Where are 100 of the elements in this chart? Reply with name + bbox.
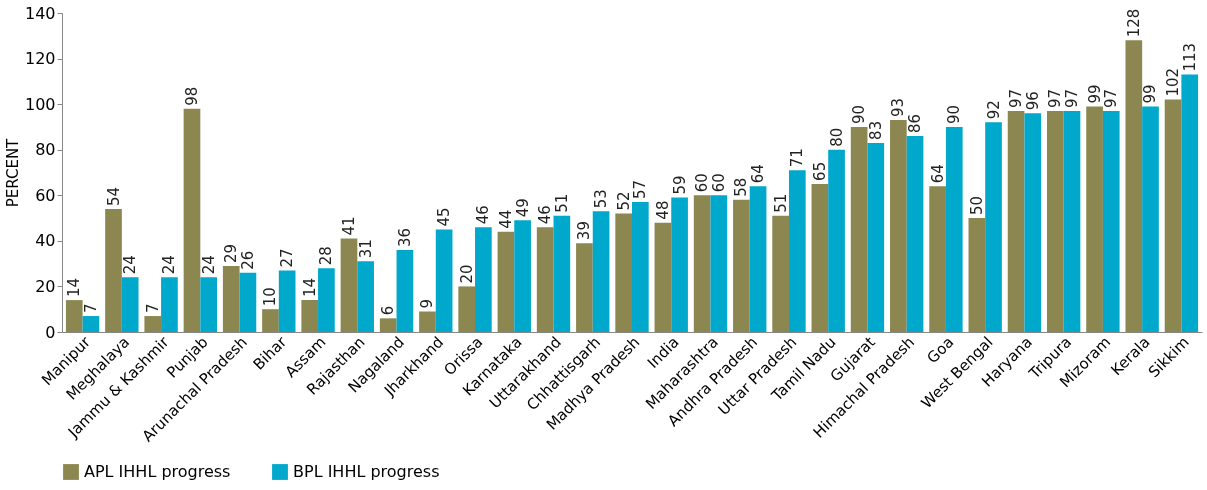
- bar: [671, 197, 688, 332]
- bar: [144, 316, 162, 332]
- bar: [749, 186, 767, 332]
- data-label: 41: [339, 216, 358, 236]
- bar: [65, 300, 83, 332]
- data-label: 48: [653, 200, 672, 220]
- data-label: 14: [65, 278, 84, 298]
- y-tick-label: 40: [35, 231, 56, 251]
- bar: [788, 170, 806, 332]
- bar: [1181, 74, 1199, 332]
- data-label: 93: [889, 98, 908, 118]
- data-label: 64: [749, 164, 768, 184]
- data-label: 60: [709, 173, 728, 193]
- data-label: 7: [143, 303, 162, 314]
- y-tick-label: 80: [35, 140, 56, 160]
- data-label: 99: [1085, 84, 1104, 104]
- bar: [890, 120, 907, 332]
- data-label: 29: [222, 243, 241, 263]
- bar: [82, 316, 100, 332]
- data-label: 65: [810, 161, 829, 181]
- data-label: 28: [317, 246, 336, 266]
- bar: [458, 286, 476, 332]
- bar: [693, 195, 711, 332]
- bar: [200, 277, 218, 332]
- bar: [340, 238, 358, 332]
- data-label: 99: [1141, 84, 1160, 104]
- y-tick-label: 0: [45, 322, 56, 342]
- data-label: 45: [435, 207, 454, 227]
- bar: [396, 249, 414, 332]
- data-label: 9: [418, 298, 437, 309]
- data-label: 80: [827, 127, 846, 147]
- data-label: 36: [395, 227, 414, 247]
- bar: [945, 126, 963, 332]
- data-label: 57: [631, 180, 650, 200]
- data-label: 92: [984, 100, 1003, 120]
- bar: [985, 122, 1002, 332]
- bar: [615, 213, 632, 332]
- bar: [811, 183, 829, 332]
- bar: [929, 186, 946, 332]
- data-label: 14: [300, 278, 319, 298]
- data-label: 102: [1164, 67, 1183, 97]
- bar: [1086, 106, 1103, 332]
- bar: [475, 227, 492, 332]
- data-label: 59: [670, 175, 689, 195]
- bar: [772, 215, 789, 332]
- bar: [1164, 99, 1182, 332]
- data-label: 26: [238, 250, 257, 270]
- bar: [161, 277, 178, 332]
- bar: [497, 231, 515, 332]
- data-label: 6: [379, 305, 398, 316]
- bar: [435, 229, 453, 332]
- bar: [867, 142, 885, 332]
- data-label: 60: [693, 173, 712, 193]
- bar: [1063, 110, 1081, 332]
- bar: [222, 265, 240, 332]
- y-tick-label: 20: [35, 276, 56, 296]
- data-label: 90: [945, 104, 964, 124]
- data-label: 20: [457, 264, 476, 284]
- bar: [1125, 40, 1143, 332]
- bar: [1024, 113, 1042, 332]
- data-label: 98: [182, 86, 201, 106]
- data-label: 52: [614, 191, 633, 211]
- bar: [239, 272, 257, 332]
- bar: [1046, 110, 1064, 332]
- legend-label: APL IHHL progress: [84, 462, 231, 481]
- data-label: 24: [160, 255, 179, 275]
- data-label: 97: [1102, 88, 1121, 108]
- data-label: 83: [866, 120, 885, 140]
- bar: [654, 222, 672, 332]
- data-label: 128: [1124, 8, 1143, 38]
- data-label: 90: [850, 104, 869, 124]
- data-label: 27: [278, 248, 297, 268]
- data-label: 58: [732, 177, 751, 197]
- data-label: 46: [536, 205, 555, 225]
- data-label: 49: [513, 198, 532, 218]
- bar: [850, 126, 868, 332]
- y-tick-label: 140: [24, 3, 56, 23]
- bar: [183, 108, 201, 332]
- data-label: 51: [552, 193, 571, 213]
- bar: [1142, 106, 1159, 332]
- bar: [379, 318, 397, 332]
- bar: [262, 309, 279, 332]
- bar: [592, 211, 610, 332]
- bar: [576, 243, 593, 332]
- data-label: 97: [1046, 88, 1065, 108]
- bar: [301, 300, 319, 332]
- bar: [710, 195, 728, 332]
- data-label: 71: [788, 148, 807, 168]
- bar: [553, 215, 571, 332]
- data-label: 97: [1063, 88, 1082, 108]
- data-label: 10: [261, 287, 280, 307]
- bar: [121, 277, 139, 332]
- y-tick-label: 100: [24, 94, 56, 114]
- data-label: 44: [496, 209, 515, 229]
- bar: [1007, 110, 1025, 332]
- bar: [278, 270, 296, 332]
- data-label: 51: [771, 193, 790, 213]
- data-label: 113: [1180, 42, 1199, 72]
- data-label: 24: [121, 255, 140, 275]
- data-label: 31: [356, 239, 375, 259]
